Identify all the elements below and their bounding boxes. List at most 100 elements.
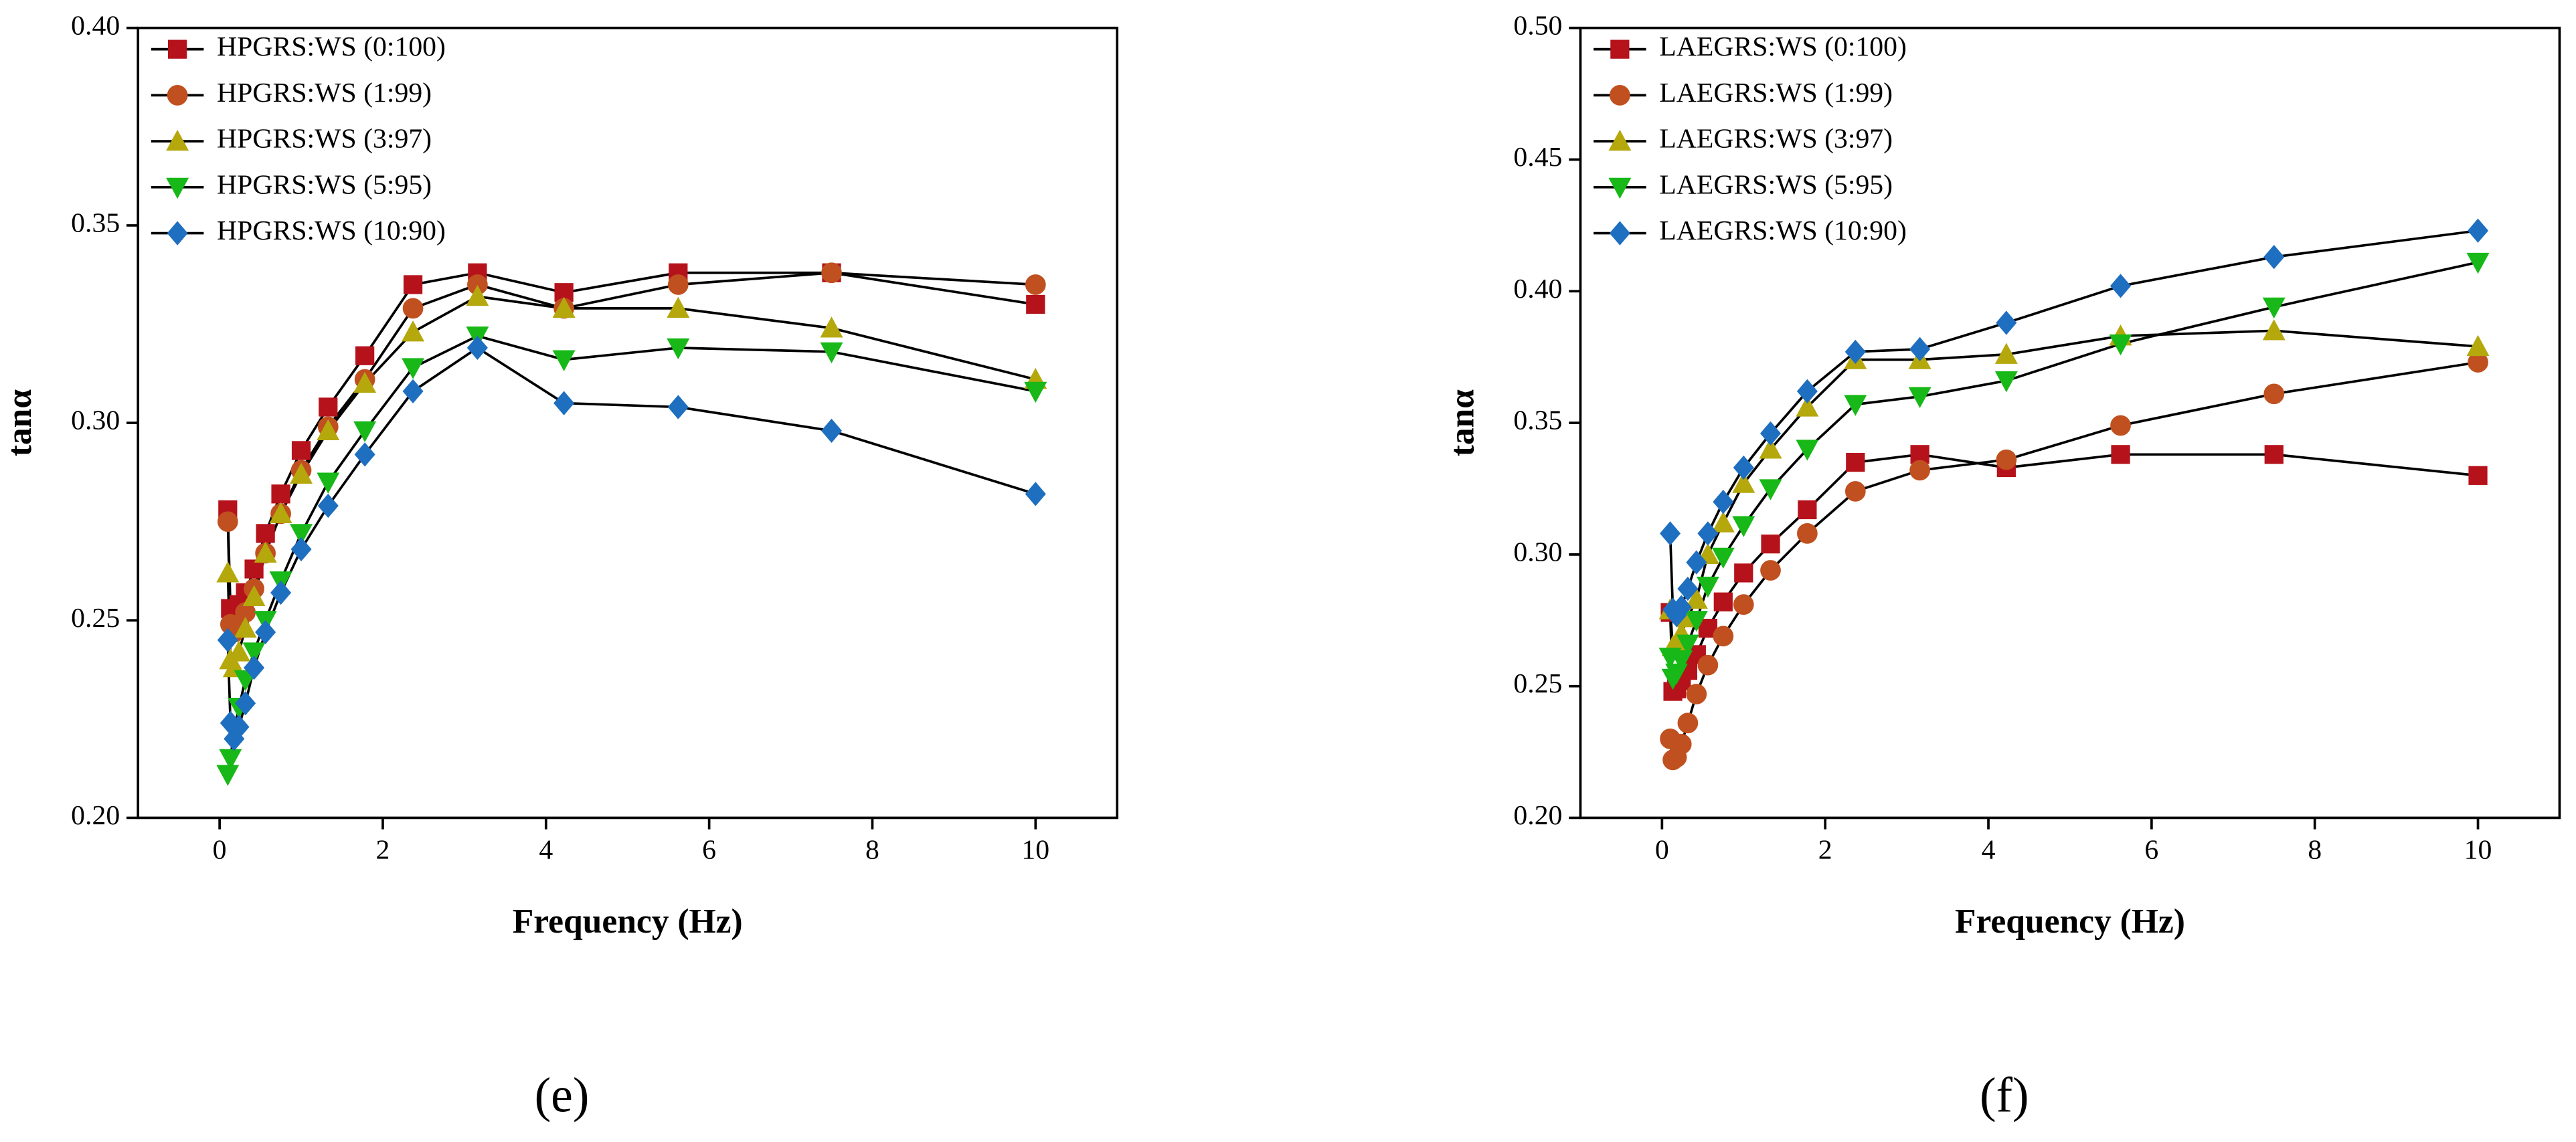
marker bbox=[1698, 618, 1717, 638]
marker bbox=[254, 541, 277, 563]
marker bbox=[1676, 634, 1699, 656]
marker bbox=[667, 338, 690, 360]
marker bbox=[1711, 511, 1735, 533]
marker bbox=[820, 316, 843, 338]
marker bbox=[1732, 472, 1755, 493]
marker bbox=[2110, 415, 2131, 436]
x-tick-label: 10 bbox=[2464, 835, 2492, 866]
series-line bbox=[1668, 361, 2478, 763]
marker bbox=[242, 642, 266, 664]
marker bbox=[403, 275, 423, 294]
marker bbox=[1844, 339, 1866, 364]
marker bbox=[1677, 576, 1699, 601]
marker bbox=[1844, 395, 1867, 416]
marker bbox=[1670, 595, 1692, 620]
x-tick-label: 0 bbox=[1655, 835, 1669, 866]
marker bbox=[1711, 547, 1735, 569]
chart: 0 2 4 6 8 10 0.20 0.25 0.30 0.35 0.40 0.45 0.50 Frequ… bbox=[1443, 10, 2561, 1123]
marker bbox=[1713, 626, 1734, 647]
caption: (e) bbox=[535, 1068, 590, 1123]
marker bbox=[354, 442, 375, 467]
marker bbox=[270, 580, 292, 605]
legend-label: LAEGRS:WS (0:100) bbox=[1659, 31, 1907, 62]
caption: (f) bbox=[1980, 1068, 2029, 1123]
x-tick-label: 8 bbox=[865, 835, 879, 866]
marker bbox=[2468, 466, 2488, 485]
marker bbox=[1909, 460, 1930, 481]
marker bbox=[466, 284, 489, 306]
chart: 0 2 4 6 8 10 0.20 0.25 0.30 0.35 0.40 Frequency (Hz… bbox=[1, 10, 1119, 1123]
marker bbox=[820, 342, 843, 364]
marker bbox=[466, 335, 488, 361]
marker bbox=[353, 371, 377, 393]
x-tick-label: 4 bbox=[1982, 835, 1996, 866]
marker bbox=[290, 462, 313, 484]
y-tick-label: 0.30 bbox=[71, 405, 120, 436]
y-tick-label: 0.25 bbox=[71, 603, 120, 634]
legend-marker bbox=[167, 85, 188, 106]
legend-marker bbox=[1610, 85, 1630, 106]
marker bbox=[1796, 379, 1818, 403]
marker bbox=[552, 350, 576, 371]
x-tick-label: 6 bbox=[2144, 835, 2158, 866]
series-line bbox=[226, 346, 1036, 743]
marker bbox=[1670, 733, 1692, 755]
marker bbox=[1908, 387, 1931, 408]
marker bbox=[1759, 438, 1782, 459]
marker bbox=[821, 418, 843, 444]
y-axis-label: tanα bbox=[1, 389, 39, 457]
marker bbox=[1759, 479, 1782, 500]
marker bbox=[2263, 383, 2285, 405]
marker bbox=[1670, 650, 1693, 672]
marker bbox=[234, 616, 257, 638]
marker bbox=[1994, 343, 2018, 364]
marker bbox=[1761, 535, 1780, 554]
legend-label: LAEGRS:WS (3:97) bbox=[1659, 124, 1893, 155]
x-axis-label: Frequency (Hz) bbox=[1955, 902, 2185, 941]
marker bbox=[1025, 274, 1046, 295]
marker bbox=[228, 715, 250, 739]
y-tick-label: 0.50 bbox=[1513, 10, 1562, 41]
marker bbox=[1686, 550, 1707, 575]
marker bbox=[244, 559, 264, 579]
x-tick-label: 6 bbox=[702, 835, 716, 866]
legend-label: HPGRS:WS (0:100) bbox=[217, 31, 446, 62]
marker bbox=[2262, 319, 2286, 341]
marker bbox=[219, 749, 242, 771]
marker bbox=[1844, 481, 1866, 502]
marker bbox=[1713, 592, 1733, 611]
marker bbox=[1697, 521, 1719, 546]
x-axis-label: Frequency (Hz) bbox=[513, 902, 743, 941]
marker bbox=[353, 421, 377, 443]
marker bbox=[667, 395, 689, 419]
legend-marker bbox=[1608, 129, 1632, 151]
marker bbox=[355, 346, 375, 365]
marker bbox=[1677, 712, 1699, 734]
marker bbox=[290, 524, 313, 545]
legend-label: HPGRS:WS (3:97) bbox=[217, 124, 432, 155]
marker bbox=[242, 585, 266, 606]
marker bbox=[317, 493, 339, 518]
legend-label: LAEGRS:WS (1:99) bbox=[1659, 78, 1893, 108]
y-tick-label: 0.40 bbox=[71, 10, 120, 41]
marker bbox=[317, 419, 340, 441]
marker bbox=[291, 441, 311, 460]
x-tick-label: 10 bbox=[1021, 835, 1049, 866]
marker bbox=[2466, 335, 2490, 357]
marker bbox=[1759, 421, 1782, 446]
marker bbox=[1760, 560, 1781, 581]
marker bbox=[290, 537, 312, 562]
marker bbox=[2111, 445, 2130, 464]
y-tick-label: 0.20 bbox=[71, 800, 120, 831]
marker bbox=[1697, 654, 1719, 676]
marker bbox=[2109, 334, 2132, 356]
marker bbox=[269, 502, 292, 523]
marker bbox=[1733, 594, 1754, 615]
marker bbox=[2262, 297, 2286, 319]
y-tick-label: 0.35 bbox=[1513, 405, 1562, 436]
marker bbox=[553, 391, 575, 415]
marker bbox=[1713, 490, 1734, 514]
marker bbox=[552, 296, 576, 318]
